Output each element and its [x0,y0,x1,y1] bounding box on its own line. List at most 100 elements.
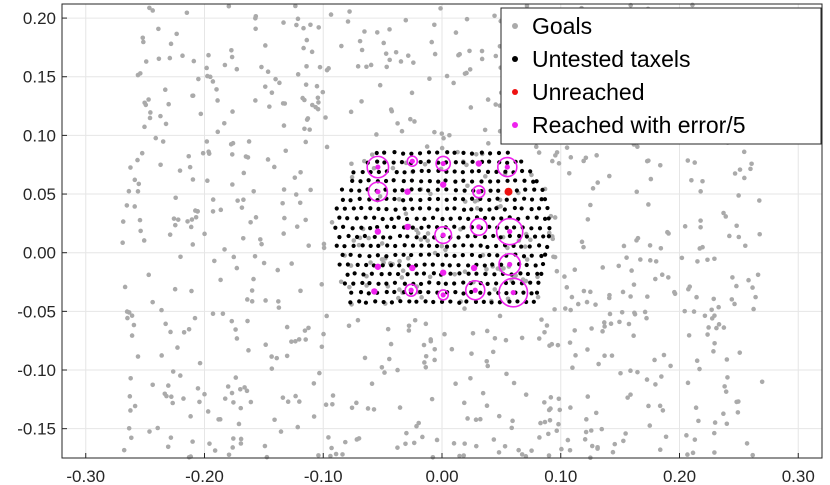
untested-taxel [348,252,353,257]
untested-taxel [448,271,453,276]
untested-taxel [363,215,368,220]
untested-taxel [518,271,523,276]
untested-taxel [351,206,356,211]
goal-point [609,353,615,358]
untested-taxel [456,263,461,268]
goal-point [696,418,701,424]
goal-point [186,153,192,159]
untested-taxel [367,280,372,286]
goal-point [453,30,459,35]
untested-taxel [488,188,493,193]
goal-point [311,381,317,386]
goal-point [215,98,220,103]
untested-taxel [391,178,396,183]
untested-taxel [440,216,445,222]
goal-point [355,317,361,323]
untested-taxel [372,234,377,240]
goal-point [533,144,539,150]
goal-point [190,439,195,444]
goal-point [142,100,147,106]
goal-point [746,277,751,283]
goal-point [147,5,152,11]
goal-point [326,435,331,440]
untested-taxel [452,196,458,201]
goal-point [205,409,211,414]
goal-point [535,294,541,300]
goal-point [147,429,152,434]
untested-taxel [444,197,449,202]
goal-point [584,417,589,422]
goal-point [492,287,498,292]
goal-point [292,175,298,180]
untested-taxel [523,187,528,192]
goal-point [304,64,309,69]
goal-point [567,447,573,453]
goal-point [434,437,440,443]
goal-point [556,161,562,166]
untested-taxel [527,244,532,249]
untested-taxel [426,290,431,295]
goal-point [186,326,192,332]
goal-point [721,210,726,216]
reached-point [375,164,381,170]
untested-taxel [519,244,524,249]
goal-point [319,344,325,350]
goal-point [716,322,722,327]
error-circle [498,252,522,276]
untested-taxel [461,150,466,155]
goal-point [348,109,354,115]
goal-point [582,437,588,442]
untested-taxel [414,271,419,276]
untested-taxel [350,178,355,184]
goal-point [414,423,419,429]
goal-point [261,260,267,266]
untested-taxel [401,198,406,203]
untested-taxel [445,150,450,155]
goal-point [128,165,133,170]
goal-point [657,162,663,168]
goal-point [346,323,352,329]
untested-taxel [357,188,362,193]
goal-point [496,413,502,419]
untested-taxel [410,169,416,174]
goal-point [599,426,605,432]
untested-taxel [452,243,457,248]
untested-taxel [355,262,360,267]
goal-point [190,177,196,182]
goal-point [716,304,721,310]
goal-point [403,441,408,447]
untested-taxel [375,224,380,230]
goal-point [602,324,607,329]
goal-point [679,255,685,261]
goal-point [602,353,607,359]
goal-point [289,261,294,266]
goal-point [585,347,590,352]
untested-taxel [473,299,479,305]
untested-taxel [494,281,499,286]
goal-point [462,306,467,311]
untested-taxel [396,215,401,220]
goal-point [225,384,231,389]
goal-point [549,341,555,347]
goal-point [330,401,335,407]
untested-taxel [528,280,533,285]
goal-point [321,245,327,251]
untested-taxel [359,225,364,230]
goal-point [646,403,651,409]
goal-point [711,296,717,302]
goal-point [554,268,560,274]
goal-point [422,161,428,167]
goal-point [177,373,183,378]
untested-taxel [535,271,540,276]
goal-point [432,51,438,57]
error-circle [404,283,418,297]
untested-taxel [444,244,450,249]
goal-point [660,408,666,413]
goal-point [600,329,605,334]
goal-point [136,181,142,187]
goal-point [301,25,306,31]
goal-point [366,235,371,241]
goal-point [748,166,753,172]
goal-point [198,111,204,117]
goal-point [369,152,375,157]
